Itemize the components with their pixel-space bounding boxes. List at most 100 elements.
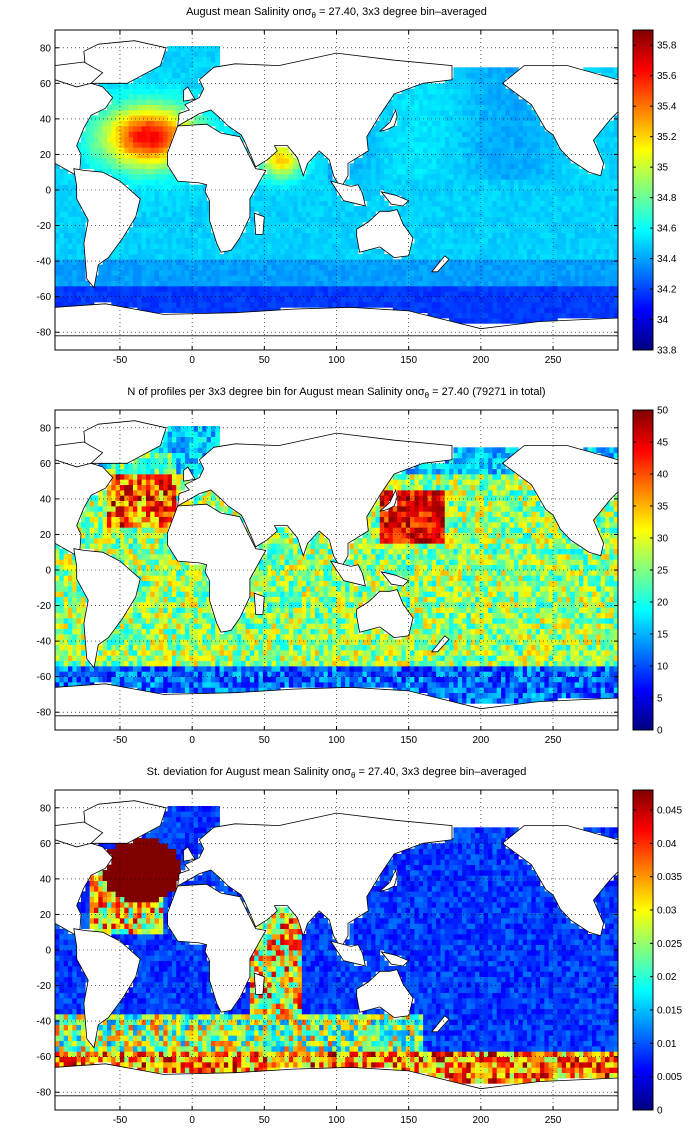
heatmap-cell [444, 136, 450, 143]
heatmap-cell [262, 163, 268, 170]
heatmap-cell [405, 99, 411, 106]
heatmap-cell [605, 179, 610, 186]
heatmap-cell [488, 190, 493, 196]
heatmap-cell [583, 222, 589, 228]
heatmap-cell [288, 275, 294, 282]
heatmap-cell [427, 243, 433, 250]
heatmap-cell [141, 596, 147, 603]
heatmap-cell [119, 179, 125, 186]
heatmap-cell [605, 302, 610, 308]
heatmap-cell [119, 115, 125, 122]
heatmap-cell [167, 227, 173, 234]
heatmap-cell [323, 243, 329, 250]
heatmap-cell [219, 270, 225, 276]
heatmap-cell [210, 120, 216, 127]
heatmap-cell [596, 264, 602, 271]
heatmap-cell [579, 248, 584, 255]
heatmap-cell [59, 238, 65, 244]
heatmap-cell [258, 275, 264, 282]
heatmap-cell [462, 307, 467, 314]
heatmap-cell [522, 200, 528, 207]
heatmap-cell [501, 120, 506, 127]
heatmap-cell [119, 83, 125, 90]
heatmap-cell [470, 254, 476, 260]
heatmap-cell [501, 318, 506, 324]
heatmap-cell [518, 270, 524, 276]
heatmap-cell [379, 302, 385, 308]
heatmap-cell [431, 211, 437, 218]
heatmap-cell [436, 152, 441, 159]
heatmap-cell [145, 184, 151, 191]
heatmap-cell [548, 291, 554, 298]
heatmap-cell [210, 259, 216, 266]
heatmap-cell [475, 216, 480, 223]
heatmap-cell [301, 190, 307, 196]
heatmap-cell [132, 495, 138, 502]
heatmap-cell [119, 142, 125, 148]
heatmap-cell [527, 115, 532, 122]
heatmap-cell [509, 126, 515, 132]
heatmap-cell [275, 163, 281, 170]
heatmap-cell [457, 302, 463, 308]
heatmap-cell [119, 490, 125, 496]
heatmap-cell [111, 463, 116, 470]
heatmap-cell [423, 280, 428, 287]
heatmap-cell [158, 88, 164, 95]
heatmap-cell [492, 179, 498, 186]
heatmap-cell [288, 211, 294, 218]
heatmap-cell [345, 280, 350, 287]
heatmap-cell [540, 307, 545, 314]
heatmap-cell [492, 286, 498, 292]
heatmap-cell [314, 195, 320, 202]
heatmap-cell [111, 666, 116, 672]
heatmap-cell [579, 216, 584, 223]
heatmap-cell [462, 174, 467, 180]
heatmap-cell [119, 484, 125, 491]
heatmap-cell [397, 190, 402, 196]
heatmap-cell [171, 254, 177, 260]
heatmap-cell [613, 227, 619, 234]
heatmap-cell [440, 131, 446, 138]
heatmap-cell [150, 168, 155, 175]
heatmap-cell [397, 147, 402, 154]
heatmap-cell [128, 296, 134, 303]
heatmap-cell [405, 227, 411, 234]
heatmap-cell [366, 275, 372, 282]
heatmap-cell [384, 136, 389, 143]
heatmap-cell [535, 275, 541, 282]
heatmap-cells [55, 426, 619, 704]
heatmap-cell [267, 200, 272, 207]
heatmap-cell [440, 120, 446, 127]
heatmap-cell [379, 147, 385, 154]
heatmap-cell [76, 211, 82, 218]
heatmap-cell [102, 527, 108, 534]
colorbar-tick-label: 35 [657, 163, 669, 174]
heatmap-cell [55, 275, 60, 282]
heatmap-cell [59, 607, 65, 614]
heatmap-cell [271, 291, 277, 298]
heatmap-cell [531, 126, 537, 132]
heatmap-cell [410, 168, 415, 175]
heatmap-cell [514, 94, 519, 100]
heatmap-cell [483, 110, 489, 116]
heatmap-cell [414, 163, 420, 170]
heatmap-cell [93, 142, 99, 148]
heatmap-cell [59, 168, 65, 175]
heatmap-cell [293, 270, 298, 276]
heatmap-cell [63, 248, 69, 255]
heatmap-cell [141, 264, 147, 271]
heatmap-cell [479, 259, 485, 266]
heatmap-cell [67, 564, 73, 571]
heatmap-cell [85, 500, 90, 507]
heatmap-cell [115, 296, 121, 303]
heatmap-cell [518, 152, 524, 159]
heatmap-cell [184, 296, 190, 303]
heatmap-cell [119, 671, 125, 678]
heatmap-cell [141, 259, 147, 266]
heatmap-cell [145, 580, 151, 587]
heatmap-cell [280, 264, 285, 271]
heatmap-cell [193, 232, 199, 239]
heatmap-cell [275, 270, 281, 276]
heatmap-cell [388, 270, 394, 276]
heatmap-cell [609, 270, 615, 276]
